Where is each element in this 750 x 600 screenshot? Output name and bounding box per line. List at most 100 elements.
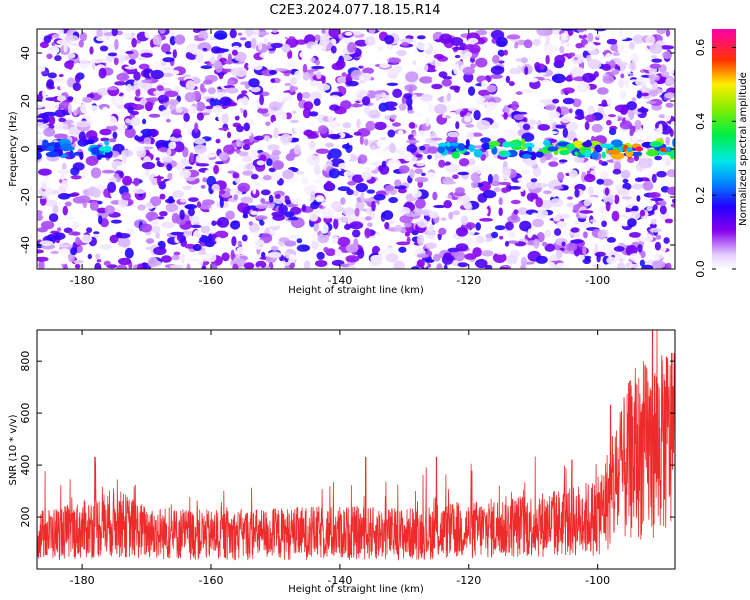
spectrogram-cell bbox=[74, 263, 81, 269]
spectrogram-cell bbox=[394, 179, 402, 187]
spectrogram-cell bbox=[485, 109, 491, 114]
spectrogram-cell bbox=[646, 206, 653, 212]
spectrogram-cell bbox=[46, 79, 54, 89]
spectrogram-cell bbox=[244, 41, 253, 49]
spectrogram-cell bbox=[464, 253, 477, 260]
spectrogram-cell bbox=[311, 44, 324, 52]
spectrogram-cell bbox=[122, 154, 127, 164]
spectrogram-cell bbox=[307, 121, 316, 127]
spectrogram-cell bbox=[161, 43, 171, 53]
spectrogram-cell bbox=[330, 45, 337, 54]
spectrogram-cell bbox=[241, 96, 249, 106]
spectrogram-feature-cell bbox=[618, 146, 624, 153]
spectrogram-cell bbox=[381, 160, 387, 168]
spectrogram-cell bbox=[344, 224, 351, 230]
spectrogram-cell bbox=[229, 105, 241, 117]
spectrogram-cell bbox=[129, 85, 139, 91]
spectrogram-cell bbox=[110, 219, 122, 224]
spectrogram-cell bbox=[497, 49, 505, 57]
spectrogram-cell bbox=[145, 168, 150, 177]
spectrogram-cell bbox=[481, 250, 494, 257]
spectrogram-cell bbox=[396, 49, 407, 57]
spectrogram-cell bbox=[61, 179, 69, 189]
spectrogram-cell bbox=[107, 52, 118, 57]
spectrogram-feature-cell bbox=[547, 146, 559, 152]
spectrogram-cell bbox=[309, 80, 321, 87]
spectrogram-cell bbox=[482, 95, 494, 99]
spectrogram-cell bbox=[270, 114, 277, 124]
spectrogram-feature-cell bbox=[446, 141, 451, 147]
spectrogram-cell bbox=[70, 247, 78, 256]
spectrogram-cell bbox=[514, 42, 519, 49]
spectrogram-cell bbox=[585, 256, 591, 261]
spectrogram-cell bbox=[158, 82, 170, 86]
spectrogram-cell bbox=[554, 228, 562, 236]
spectrogram-cell bbox=[237, 32, 243, 36]
spectrogram-cell bbox=[47, 72, 57, 79]
spectrogram-cell bbox=[84, 176, 96, 187]
spectrogram-cell bbox=[420, 93, 433, 102]
spectrogram-cell bbox=[316, 71, 322, 80]
spectrogram-cell bbox=[40, 220, 55, 230]
spectrogram-cell bbox=[278, 204, 288, 214]
spectrogram-cell bbox=[628, 232, 642, 238]
spectrogram-cell bbox=[649, 74, 655, 85]
spectrogram-cell bbox=[614, 194, 620, 205]
spectrogram-cell bbox=[433, 49, 439, 55]
spectrogram-cell bbox=[49, 163, 58, 171]
spectrogram-cell bbox=[75, 236, 81, 245]
spectrogram-cell bbox=[179, 209, 185, 220]
spectrogram-cell bbox=[414, 168, 424, 174]
spectrogram-cell bbox=[87, 253, 93, 260]
spectrogram-cell bbox=[347, 181, 357, 186]
spectrogram-cell bbox=[570, 239, 584, 244]
spectrogram-cell bbox=[428, 224, 434, 232]
spectrogram-cell bbox=[438, 159, 446, 168]
spectrogram-cell bbox=[621, 196, 632, 200]
spectrogram-cell bbox=[103, 260, 111, 266]
spectrogram-cell bbox=[520, 264, 527, 269]
spectrogram-cell bbox=[157, 216, 165, 220]
spectrogram-cell bbox=[123, 32, 132, 39]
spectrogram-cell bbox=[328, 29, 340, 38]
spectrogram-cell bbox=[492, 252, 507, 264]
spectrogram-cell bbox=[649, 63, 662, 69]
spectrogram-cell bbox=[415, 198, 426, 209]
spectrogram-cell bbox=[161, 109, 172, 117]
spectrogram-cell bbox=[238, 151, 249, 157]
spectrogram-cell bbox=[117, 237, 131, 248]
spectrogram-cell bbox=[361, 171, 373, 181]
spectrogram-cell bbox=[603, 193, 616, 204]
spectrogram-feature-cell bbox=[574, 151, 579, 156]
spectrogram-cell bbox=[49, 48, 60, 54]
spectrogram-cell bbox=[629, 73, 634, 77]
colorbar: 0.0 0.2 0.4 0.6 Normalized spectral amplitu… bbox=[694, 29, 749, 278]
spectrogram-cell bbox=[584, 174, 596, 183]
spectrogram-cell bbox=[399, 215, 413, 224]
spectrogram-cell bbox=[338, 162, 351, 169]
spectrogram-cell bbox=[285, 251, 291, 259]
spectrogram-cell bbox=[583, 199, 592, 207]
spectrogram-cell bbox=[548, 161, 559, 167]
spectrogram-cell bbox=[190, 224, 202, 229]
spectrogram-cell bbox=[169, 264, 184, 269]
spectrogram-cell bbox=[57, 227, 62, 232]
spectrogram-cell bbox=[85, 155, 99, 166]
spectrogram-cell bbox=[141, 161, 156, 170]
spectrogram-cell bbox=[417, 218, 428, 228]
spectrogram-cell bbox=[475, 57, 488, 68]
spectrogram-cell bbox=[358, 65, 364, 69]
spectrogram-cell bbox=[329, 104, 340, 111]
spectrogram-cell bbox=[596, 87, 609, 95]
spectrogram-cell bbox=[416, 259, 425, 268]
spectrogram-feature-cell bbox=[521, 145, 526, 151]
spectrogram-cell bbox=[116, 232, 122, 237]
colorbar-tick-label: 0.4 bbox=[694, 113, 707, 131]
spectrogram-cell bbox=[508, 81, 515, 87]
spectrogram-cell bbox=[584, 121, 590, 131]
spectrogram-cell bbox=[63, 42, 68, 53]
spectrogram-cell bbox=[46, 102, 60, 111]
spectrogram-cell bbox=[665, 77, 674, 85]
spectrogram-cell bbox=[367, 222, 373, 227]
spectrogram-cell bbox=[162, 57, 175, 63]
